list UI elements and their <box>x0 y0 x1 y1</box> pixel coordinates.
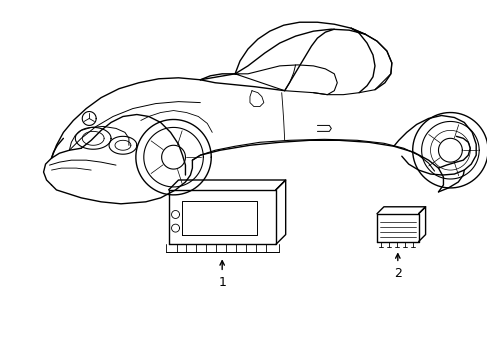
Text: 2: 2 <box>393 267 401 280</box>
Text: 1: 1 <box>218 276 225 289</box>
